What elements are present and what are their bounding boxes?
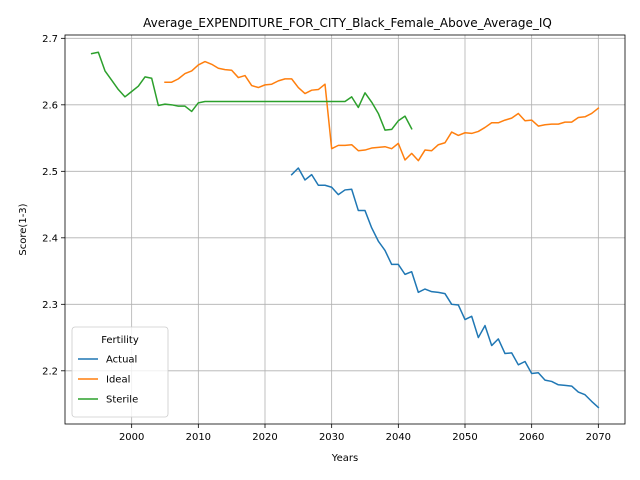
x-tick-label: 2050 (452, 432, 477, 443)
legend-title: Fertility (101, 335, 139, 346)
y-tick-label: 2.5 (42, 167, 58, 178)
x-tick-label: 2010 (186, 432, 211, 443)
y-tick-label: 2.6 (42, 100, 58, 111)
chart-title: Average_EXPENDITURE_FOR_CITY_Black_Femal… (143, 16, 552, 30)
x-tick-label: 2070 (586, 432, 611, 443)
x-tick-label: 2040 (386, 432, 411, 443)
y-tick-label: 2.7 (42, 34, 58, 45)
x-axis-label: Years (331, 453, 358, 464)
legend-label-sterile: Sterile (106, 395, 138, 406)
legend-label-actual: Actual (106, 355, 137, 366)
legend-box (71, 326, 169, 418)
x-tick-label: 2020 (252, 432, 277, 443)
x-tick-label: 2030 (319, 432, 344, 443)
legend-items: Actual Ideal Sterile (78, 355, 138, 406)
y-tick-label: 2.4 (42, 233, 58, 244)
y-tick-label: 2.2 (42, 366, 58, 377)
series-line-ideal (164, 60, 600, 162)
x-axis: 2000 2010 2020 2030 2040 2050 2060 2070 (119, 424, 611, 443)
legend-label-ideal: Ideal (106, 375, 130, 386)
series-layer (90, 51, 600, 409)
legend: Fertility Actual Ideal Sterile (71, 326, 169, 418)
y-axis: 2.2 2.3 2.4 2.5 2.6 2.7 (42, 34, 65, 377)
y-axis-label: Score(1-3) (18, 203, 29, 255)
series-line-actual (290, 167, 600, 409)
plot-frame (64, 34, 626, 425)
series-line-sterile (90, 51, 413, 131)
y-tick-label: 2.3 (42, 300, 58, 311)
x-tick-label: 2060 (519, 432, 544, 443)
x-tick-label: 2000 (119, 432, 144, 443)
